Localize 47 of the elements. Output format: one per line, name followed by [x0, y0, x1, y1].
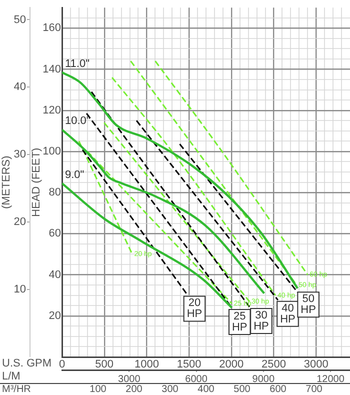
text: 100 — [90, 384, 107, 395]
line-series — [62, 71, 299, 290]
series-label: 10.0" — [65, 115, 90, 128]
x2-tick-label: 9000 — [252, 374, 275, 385]
y-axis-title: HEAD (FEET) — [30, 148, 43, 217]
text: M³/HR — [2, 384, 31, 395]
x-tick-label: 500 — [95, 358, 114, 371]
x-tick-label: 0 — [58, 358, 66, 371]
y2-tick-label: 50 — [14, 14, 26, 26]
x2-tick-label: 3000 — [118, 374, 141, 385]
annotation: 25 HP — [232, 310, 248, 334]
annotation: 30 HP — [254, 310, 269, 333]
series-label: 11.0" — [65, 58, 90, 70]
y-tick-label: 20 — [48, 310, 61, 322]
y2-axis-title: (METERS) — [0, 156, 13, 209]
text: 500 — [234, 384, 251, 395]
x-tick-label: 2000 — [219, 358, 244, 371]
annotation: 50 HP — [300, 293, 316, 316]
y-tick-label: 80 — [48, 186, 61, 199]
y-tick-label: 140 — [42, 63, 61, 76]
x-tick-label: 3000 — [304, 358, 328, 371]
y2-tick-label: 10 — [14, 284, 26, 296]
y2-tick-label: 40 — [14, 81, 26, 94]
annotation: 40 HP — [280, 302, 296, 326]
x-axis-title: U.S. GPM — [2, 358, 52, 370]
x2-axis-title: L/M — [2, 370, 20, 383]
text: 700 — [306, 384, 323, 395]
text: 400 — [198, 384, 215, 395]
x-tick-label: 2500 — [262, 358, 286, 371]
y2-tick-label: 20 — [14, 216, 26, 228]
y-tick-label: 60 — [48, 228, 61, 240]
y-tick-label: 100 — [42, 146, 61, 158]
x-tick-label: 1500 — [176, 358, 202, 371]
text: 200 — [126, 384, 143, 395]
x2-tick-label: 6000 — [185, 374, 208, 385]
line-series — [62, 182, 233, 309]
y-tick-label: 160 — [42, 22, 61, 34]
y-tick-label: 40 — [48, 268, 61, 281]
series-label: 9.0" — [65, 168, 84, 181]
x2-tick-label: 12000 — [316, 374, 345, 385]
text: 300 — [162, 384, 179, 395]
annotation: 20 HP — [186, 297, 202, 320]
x-tick-label: 1000 — [134, 358, 159, 371]
text: 600 — [270, 384, 287, 395]
line-series — [62, 128, 266, 294]
y2-tick-label: 30 — [14, 148, 26, 161]
y-tick-label: 120 — [42, 104, 61, 116]
